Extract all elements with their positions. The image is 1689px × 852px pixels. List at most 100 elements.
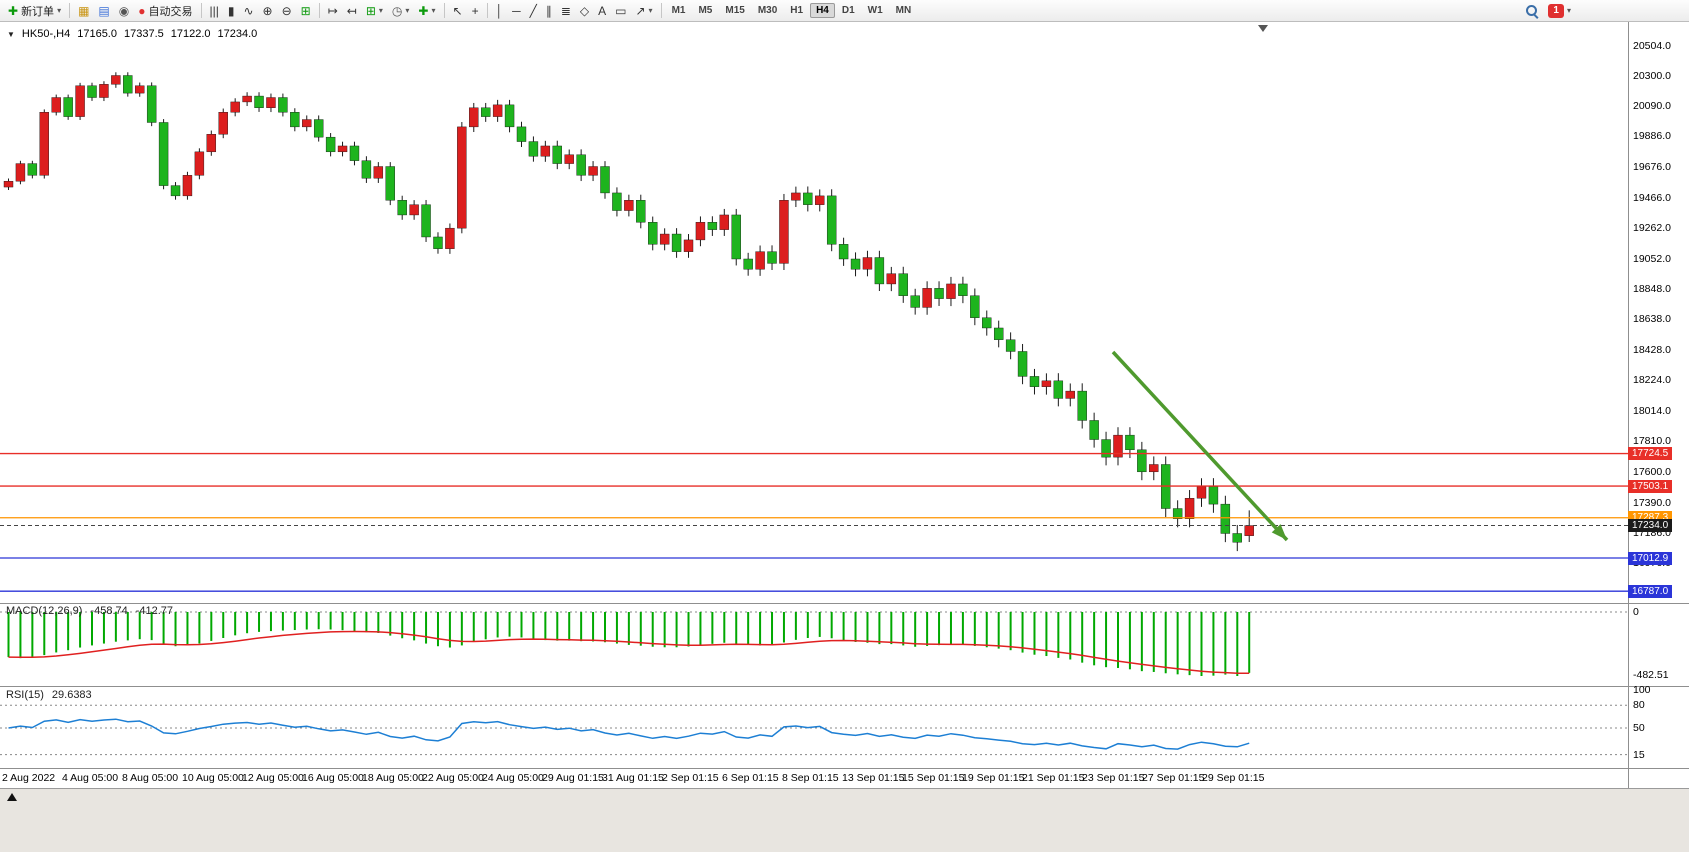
macd-histogram (7, 612, 1251, 676)
notifications-button[interactable]: 1 ▾ (1544, 3, 1575, 19)
periods-button[interactable]: ◷ ▾ (388, 4, 414, 18)
time-axis-label: 6 Sep 01:15 (722, 772, 779, 784)
candle (636, 200, 646, 223)
candle (409, 204, 419, 216)
candle (1005, 339, 1016, 352)
timeframe-group: M1 M5 M15 M30 H1 H4 D1 W1 MN (666, 3, 918, 18)
toolbar-separator (486, 3, 488, 18)
timeframe-mn[interactable]: MN (895, 5, 912, 16)
candle (528, 141, 539, 157)
indicators-icon: ✚ (418, 3, 429, 18)
timeframe-m30[interactable]: M30 (757, 5, 778, 16)
new-order-button[interactable]: ✚ 新订单 ▾ (4, 2, 65, 20)
candlestick-chart-button[interactable]: ▮ (224, 4, 239, 18)
candle (564, 154, 574, 164)
timeframe-d1[interactable]: D1 (841, 5, 855, 16)
market-depth-icon: ◉ (118, 3, 130, 18)
chart-shift-button[interactable]: ↤ (343, 4, 361, 18)
candle (111, 75, 121, 85)
bar-chart-button[interactable]: ||| (206, 4, 223, 18)
price-tick: 18014.0 (1633, 405, 1671, 418)
timeframe-m1[interactable]: M1 (671, 5, 686, 16)
candle (958, 283, 968, 296)
horizontal-line-icon: ─ (512, 3, 521, 18)
label-tool-button[interactable]: ▭ (611, 4, 630, 18)
quick-navigation-icon[interactable] (7, 793, 17, 801)
candle (791, 192, 801, 201)
candle (1053, 380, 1064, 399)
timeframe-h1[interactable]: H1 (790, 5, 804, 16)
search-button[interactable] (1520, 2, 1543, 19)
time-axis[interactable]: 2 Aug 2022 4 Aug 05:00 8 Aug 05:00 10 Aug 0… (0, 768, 1628, 788)
trendline-button[interactable]: ╱ (526, 4, 541, 18)
timeframe-w1[interactable]: W1 (867, 5, 883, 16)
price-tick: 19262.0 (1633, 221, 1671, 234)
tile-windows-button[interactable]: ⊞ (297, 4, 315, 18)
candle (1196, 486, 1207, 499)
chevron-down-icon: ▾ (648, 6, 653, 15)
candle (1208, 486, 1219, 505)
channel-button[interactable]: ∥ (542, 4, 556, 18)
vertical-line-button[interactable]: │ (492, 4, 508, 18)
time-axis-label: 19 Sep 01:15 (962, 772, 1025, 784)
profiles-button[interactable]: ▤ (94, 4, 113, 18)
rsi-scale-label: 80 (1633, 699, 1645, 712)
cursor-button[interactable]: ↖ (449, 4, 467, 18)
new-order-icon: ✚ (8, 3, 19, 18)
price-tick: 17810.0 (1633, 435, 1671, 447)
horizontal-line-button[interactable]: ─ (508, 4, 525, 18)
candle (1017, 351, 1028, 377)
toolbar-separator (200, 3, 202, 18)
text-tool-button[interactable]: A (594, 4, 610, 18)
rsi-scale-label: 15 (1633, 748, 1645, 761)
charts-button[interactable]: ▦ (74, 4, 93, 18)
price-axis[interactable]: 20504.0 20300.0 20090.0 19886.0 19676.0 19466… (1628, 22, 1689, 788)
crosshair-button[interactable]: + (468, 4, 483, 18)
candle (302, 119, 312, 128)
fibonacci-button[interactable]: ≣ (557, 4, 575, 18)
auto-scroll-button[interactable]: ↦ (324, 4, 342, 18)
trend-arrow[interactable] (1111, 350, 1289, 542)
candle (934, 288, 944, 299)
timeframe-m15[interactable]: M15 (725, 5, 745, 16)
arrows-tool-button[interactable]: ↗ ▾ (631, 4, 656, 18)
market-depth-button[interactable]: ◉ (115, 4, 133, 18)
candle (51, 97, 61, 113)
charts-icon: ▦ (78, 3, 90, 18)
one-click-trading-toggle-icon[interactable]: ▼ (7, 29, 15, 39)
price-line-tag: 16787.0 (1628, 584, 1673, 598)
zoom-in-icon: ⊕ (262, 3, 273, 18)
shapes-button[interactable]: ◇ (576, 4, 593, 18)
zoom-in-button[interactable]: ⊕ (259, 4, 277, 18)
ohlc-high: 17337.5 (123, 28, 164, 40)
new-chart-button[interactable]: ⊞ ▾ (362, 4, 387, 18)
candle (3, 180, 14, 188)
chevron-down-icon: ▾ (1566, 6, 1571, 15)
time-axis-label: 22 Aug 05:00 (422, 772, 484, 784)
autotrade-label: 自动交易 (148, 5, 193, 18)
candle (1149, 464, 1159, 473)
autotrade-button[interactable]: ● 自动交易 (134, 2, 196, 20)
macd-signal-line (8, 630, 1250, 675)
zoom-out-button[interactable]: ⊖ (278, 4, 296, 18)
candle (946, 283, 956, 299)
candle (170, 185, 181, 197)
time-axis-label: 13 Sep 01:15 (842, 772, 905, 784)
indicators-button[interactable]: ✚ ▾ (414, 4, 439, 18)
line-chart-button[interactable]: ∿ (239, 4, 257, 18)
time-axis-label: 27 Sep 01:15 (1142, 772, 1205, 784)
price-line-tag: 17012.9 (1628, 551, 1673, 565)
time-axis-label: 15 Sep 01:15 (902, 772, 965, 784)
time-axis-label: 2 Sep 01:15 (662, 772, 719, 784)
price-tick: 18848.0 (1633, 282, 1671, 295)
candle (803, 192, 813, 205)
candle (1232, 533, 1242, 543)
bottom-panel (0, 788, 1689, 852)
chevron-down-icon: ▾ (378, 6, 383, 15)
candle (1184, 498, 1195, 519)
tile-windows-icon: ⊞ (300, 3, 311, 18)
timeframe-m5[interactable]: M5 (698, 5, 713, 16)
timeframe-h4[interactable]: H4 (810, 3, 835, 18)
price-tick: 19052.0 (1633, 252, 1671, 265)
